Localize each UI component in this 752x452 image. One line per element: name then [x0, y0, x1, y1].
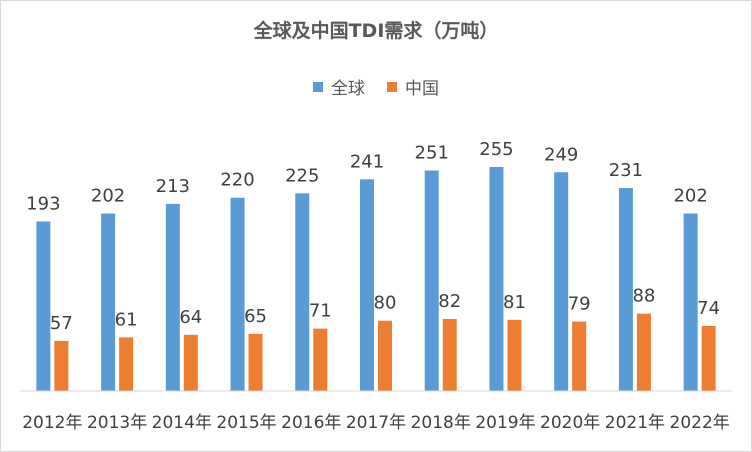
bar-china-8	[572, 321, 587, 391]
data-label-global-9: 231	[609, 160, 643, 181]
x-tick-label-4: 2016年	[281, 413, 341, 433]
bar-china-3	[248, 333, 263, 391]
bar-global-8	[554, 172, 569, 391]
bars-layer	[36, 167, 716, 391]
data-label-global-7: 255	[479, 139, 513, 160]
bar-china-2	[183, 334, 198, 391]
x-tick-label-2: 2014年	[152, 413, 212, 433]
data-label-china-3: 65	[244, 306, 267, 327]
x-tick-label-9: 2021年	[605, 413, 665, 433]
legend-label-china: 中国	[405, 79, 439, 99]
legend-swatch-china	[387, 81, 397, 92]
data-label-global-10: 202	[673, 186, 707, 207]
bar-global-4	[295, 193, 310, 391]
bar-global-0	[36, 221, 51, 391]
legend-item-china: 中国	[387, 74, 439, 99]
bar-global-2	[165, 203, 180, 391]
bar-china-1	[119, 337, 134, 391]
data-label-global-8: 249	[544, 144, 578, 165]
x-tick-label-0: 2012年	[22, 413, 82, 433]
data-label-global-4: 225	[285, 165, 319, 186]
chart-legend: 全球 中国	[0, 74, 752, 99]
chart-title: 全球及中国TDI需求（万吨）	[253, 20, 499, 42]
bar-china-5	[378, 320, 392, 391]
bar-china-10	[701, 325, 716, 391]
data-label-china-8: 79	[568, 294, 591, 315]
bar-global-5	[360, 179, 374, 391]
legend-label-global: 全球	[331, 79, 365, 99]
bar-china-0	[54, 340, 69, 391]
bar-global-3	[230, 197, 245, 391]
x-tick-label-7: 2019年	[475, 413, 535, 433]
data-label-china-4: 71	[309, 301, 332, 322]
bar-global-6	[424, 170, 439, 391]
bar-global-9	[618, 188, 633, 391]
bar-china-9	[636, 313, 651, 391]
bar-global-7	[489, 167, 504, 391]
data-label-global-6: 251	[415, 143, 449, 164]
data-label-global-5: 241	[350, 151, 384, 172]
data-label-global-1: 202	[91, 186, 125, 207]
bar-china-7	[507, 319, 522, 391]
bar-global-10	[683, 213, 698, 391]
x-tick-label-10: 2022年	[670, 413, 730, 433]
bar-china-6	[442, 318, 457, 391]
x-tick-label-8: 2020年	[540, 413, 600, 433]
data-label-china-7: 81	[503, 292, 526, 313]
labels-layer: 193 57 2012年 202 61 2013年 213 64 2014年 220 65 2015年…	[22, 139, 730, 433]
data-label-china-6: 82	[438, 291, 461, 312]
bar-china-4	[313, 328, 328, 391]
x-tick-label-1: 2013年	[87, 413, 147, 433]
x-tick-label-5: 2017年	[346, 413, 406, 433]
data-label-china-10: 74	[697, 298, 720, 319]
x-tick-label-3: 2015年	[216, 413, 276, 433]
data-label-china-2: 64	[179, 307, 202, 328]
data-label-global-0: 193	[26, 193, 60, 214]
data-label-china-0: 57	[50, 313, 73, 334]
data-label-china-9: 88	[632, 286, 655, 307]
bar-global-1	[101, 213, 116, 391]
x-tick-label-6: 2018年	[411, 413, 471, 433]
data-label-china-5: 80	[374, 293, 397, 314]
data-label-global-3: 220	[220, 170, 254, 191]
data-label-china-1: 61	[115, 309, 138, 330]
legend-swatch-global	[313, 81, 323, 92]
legend-item-global: 全球	[313, 74, 365, 99]
data-label-global-2: 213	[156, 176, 190, 197]
